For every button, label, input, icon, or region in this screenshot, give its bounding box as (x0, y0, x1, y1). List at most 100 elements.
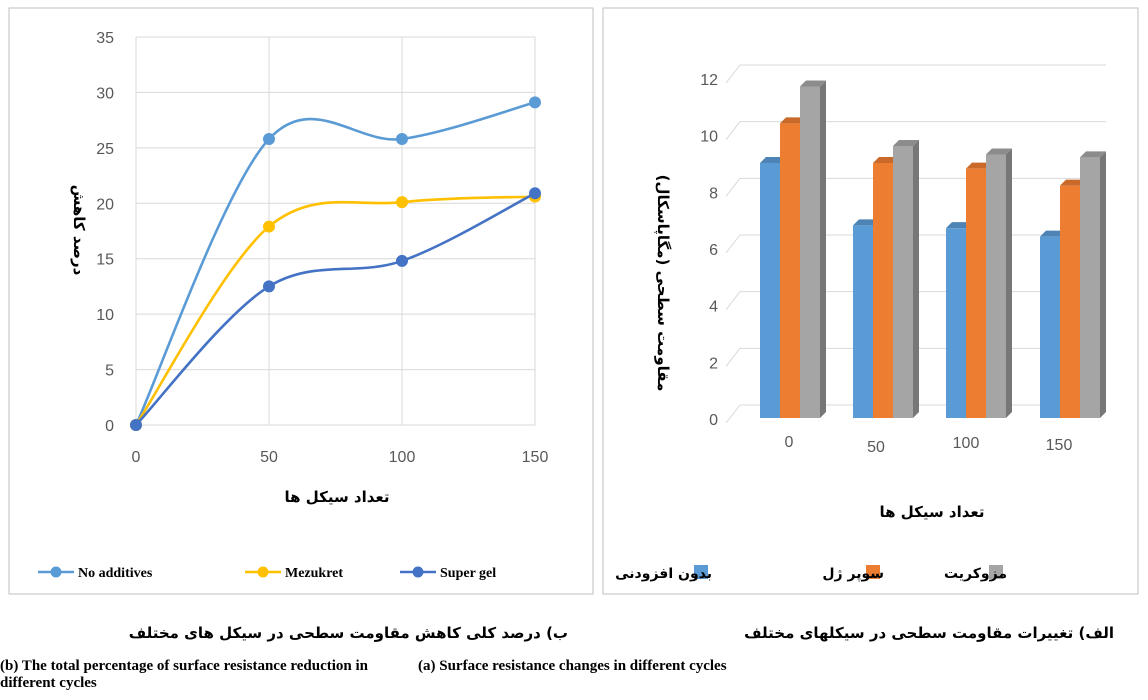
line-series-1 (134, 195, 536, 426)
bar-top-1-1 (873, 157, 899, 163)
y-tick-label: 35 (96, 30, 114, 47)
line-chart-x-axis-label: تعداد سیکل ها (284, 488, 389, 506)
bar-2-1 (893, 146, 913, 418)
line-chart-frame (8, 7, 594, 595)
bar-0-2 (946, 228, 966, 418)
line-point-2-3 (529, 187, 541, 200)
y-tick-label: 30 (96, 85, 114, 102)
bar-y-tick-label: 0 (709, 412, 718, 429)
bar-0-0 (760, 163, 780, 418)
legend-label-1: Mezukret (285, 566, 343, 581)
bar-y-tick-label: 4 (709, 299, 718, 316)
bar-top-0-0 (760, 157, 786, 163)
y-tick-label: 10 (96, 307, 114, 324)
line-chart-y-ticks: 0 5 10 15 20 25 30 35 (96, 30, 114, 435)
bar-x-tick-label: 50 (867, 439, 885, 456)
line-series-0 (134, 101, 536, 426)
bar-1-3 (1060, 185, 1080, 418)
bar-side-2-1 (913, 140, 919, 418)
legend-label-2: Super gel (440, 566, 496, 581)
line-chart-caption-fa: ب) درصد کلی کاهش مقاومت سطحی در سیکل های… (128, 624, 568, 642)
legend-marker-1 (257, 566, 269, 578)
line-chart-series (130, 96, 541, 431)
bar-side-2-3 (1100, 151, 1106, 419)
y-tick-label: 5 (105, 363, 114, 380)
bar-x-tick-label: 100 (953, 435, 980, 452)
bar-top-2-3 (1080, 151, 1106, 158)
x-tick-label: 100 (389, 449, 416, 466)
bar-2-0 (800, 86, 820, 418)
line-point-1-2 (396, 196, 408, 209)
bar-1-2 (966, 168, 986, 418)
bar-0-1 (853, 225, 873, 418)
bar-gridline-side-10 (725, 121, 741, 140)
bar-1-1 (873, 163, 893, 418)
y-tick-label: 15 (96, 252, 114, 269)
bar-gridline-side-4 (725, 291, 741, 310)
bar-gridline-side-6 (725, 234, 741, 254)
bar-top-0-2 (946, 222, 972, 229)
bar-legend-swatch-1 (866, 565, 880, 579)
bar-top-2-2 (986, 148, 1012, 155)
bar-2-3 (1080, 157, 1100, 419)
line-chart-caption-en: (b) The total percentage of surface resi… (0, 658, 369, 691)
bar-top-1-2 (966, 162, 992, 169)
bar-y-tick-label: 8 (709, 185, 718, 202)
legend-label-0: No additives (78, 566, 153, 581)
y-tick-label: 0 (105, 418, 114, 435)
bar-gridline-side-0 (725, 404, 741, 424)
bar-chart-caption-fa: الف) تغییرات مقاومت سطحی در سیکلهای مختل… (744, 624, 1114, 642)
bar-x-tick-label: 0 (785, 434, 794, 451)
line-point-1-1 (263, 220, 275, 233)
bar-y-tick-label: 10 (700, 129, 718, 146)
bar-legend-label-2: مزوکریت (944, 566, 1007, 582)
bar-side-2-2 (1006, 148, 1012, 418)
line-point-2-2 (396, 254, 408, 267)
legend-marker-0 (50, 566, 62, 578)
bar-chart-y-axis-label: مقاومت سطحی (مگاپاسکال) (653, 175, 672, 392)
bar-gridline-side-8 (725, 178, 741, 197)
bar-chart-x-ticks: 0 50 100 150 (785, 434, 1073, 456)
bar-top-1-0 (780, 117, 806, 124)
legend-marker-2 (412, 566, 424, 578)
bar-side-2-0 (820, 80, 826, 418)
bar-top-0-3 (1040, 230, 1066, 237)
bar-top-1-3 (1060, 179, 1086, 186)
bar-legend-swatch-2 (989, 565, 1003, 579)
line-chart-legend: No additives Mezukret Super gel (38, 566, 496, 581)
bar-x-tick-label: 150 (1046, 437, 1073, 454)
bar-chart-y-ticks: 0 2 4 6 8 10 12 (700, 72, 718, 429)
bar-y-tick-label: 6 (709, 242, 718, 259)
bar-legend-swatch-0 (694, 565, 708, 579)
bar-top-2-0 (800, 80, 826, 87)
line-point-0-3 (529, 96, 541, 109)
bar-y-tick-label: 12 (700, 72, 718, 89)
bar-y-tick-label: 2 (709, 355, 718, 372)
line-point-0-1 (263, 132, 275, 145)
y-tick-label: 25 (96, 141, 114, 158)
bar-chart-bars (760, 80, 1106, 419)
y-tick-label: 20 (96, 196, 114, 213)
bar-1-0 (780, 123, 800, 418)
line-point-2-1 (263, 280, 275, 293)
bar-legend-label-1: سوپر ژل (822, 566, 884, 582)
bar-legend-label-0: بدون افزودنی (615, 566, 712, 582)
bar-chart-x-axis-label: تعداد سیکل ها (879, 503, 984, 521)
x-tick-label: 50 (260, 449, 278, 466)
x-tick-label: 0 (132, 449, 141, 466)
line-point-2-0 (130, 419, 142, 431)
bar-gridline-side-2 (725, 348, 741, 367)
bar-0-3 (1040, 236, 1060, 418)
x-tick-label: 150 (522, 449, 549, 466)
bar-top-0-1 (853, 219, 879, 226)
line-chart-y-axis-label: درصد کاهش (70, 185, 88, 276)
bar-chart-legend: بدون افزودنی سوپر ژل مزوکریت (615, 565, 1007, 582)
line-series-2 (135, 192, 536, 426)
bar-chart-caption-en: (a) Surface resistance changes in differ… (418, 658, 727, 674)
line-point-0-2 (396, 132, 408, 145)
bar-top-2-1 (893, 140, 919, 146)
bar-gridline-side-12 (725, 64, 741, 84)
line-chart-x-ticks: 0 50 100 150 (132, 449, 549, 466)
bar-2-2 (986, 154, 1006, 418)
